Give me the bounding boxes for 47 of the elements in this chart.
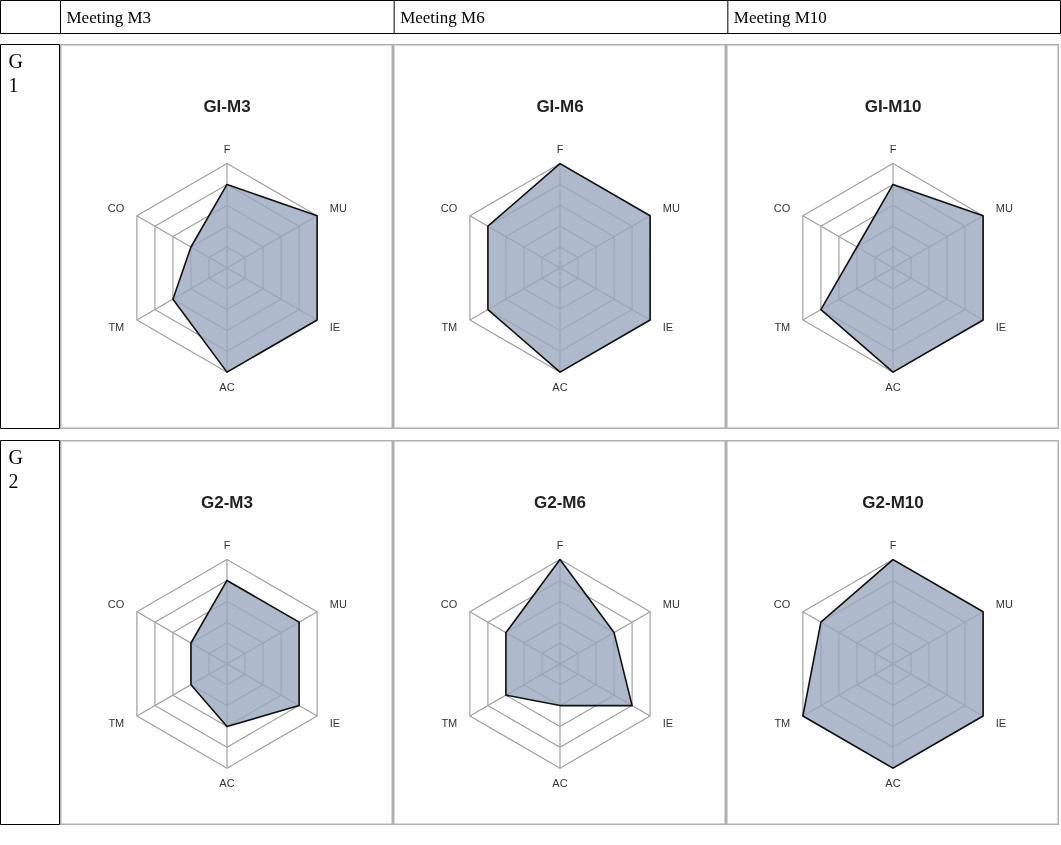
text: G1 <box>8 49 23 96</box>
spoke-label: AC <box>219 381 235 393</box>
spoke-label: MU <box>995 597 1013 610</box>
spoke-label: AC <box>885 776 901 789</box>
spoke-label: IE <box>662 321 674 334</box>
spoke-label: CO <box>440 597 458 610</box>
spoke-label: MU <box>329 202 347 215</box>
spoke-label: F <box>889 538 897 551</box>
spoke-label: AC <box>219 776 235 789</box>
spoke-label: TM <box>108 716 125 729</box>
spoke-label: TM <box>108 321 125 334</box>
spoke-label: F <box>556 143 564 156</box>
spoke-label: IE <box>329 716 341 729</box>
spoke-label: IE <box>995 716 1007 729</box>
spoke-label: IE <box>995 321 1007 334</box>
spoke-label: F <box>889 143 897 156</box>
spoke-label: CO <box>773 202 791 215</box>
spoke-label: CO <box>107 597 125 610</box>
chart-title: GI-M3 <box>203 96 251 116</box>
spoke-label: CO <box>773 597 791 610</box>
spoke-label: TM <box>441 716 458 729</box>
chart-title: G2-M10 <box>862 492 924 512</box>
spoke-label: TM <box>441 321 458 334</box>
spoke-label: MU <box>329 597 347 610</box>
spoke-label: AC <box>552 776 568 789</box>
spoke-label: MU <box>662 202 680 215</box>
spoke-label: MU <box>995 202 1013 215</box>
spoke-label: TM <box>774 321 791 334</box>
spoke-label: F <box>556 538 564 551</box>
spoke-label: CO <box>107 202 125 215</box>
spoke-label: IE <box>329 321 341 334</box>
chart-title: GI-M10 <box>864 96 922 116</box>
spoke-label: F <box>223 143 231 156</box>
chart-title: GI-M6 <box>536 96 584 116</box>
spoke-label: CO <box>440 202 458 215</box>
spoke-label: MU <box>662 597 680 610</box>
text: G2 <box>8 445 23 491</box>
spoke-label: TM <box>774 716 791 729</box>
text: Meeting M10 <box>733 8 827 27</box>
spoke-label: AC <box>885 381 901 393</box>
spoke-label: F <box>223 538 231 551</box>
text: Meeting M3 <box>66 8 152 27</box>
spoke-label: AC <box>552 381 568 393</box>
text: Meeting M6 <box>400 8 485 27</box>
chart-title: G2-M6 <box>534 492 586 512</box>
chart-title: G2-M3 <box>201 492 253 512</box>
spoke-label: IE <box>662 716 674 729</box>
